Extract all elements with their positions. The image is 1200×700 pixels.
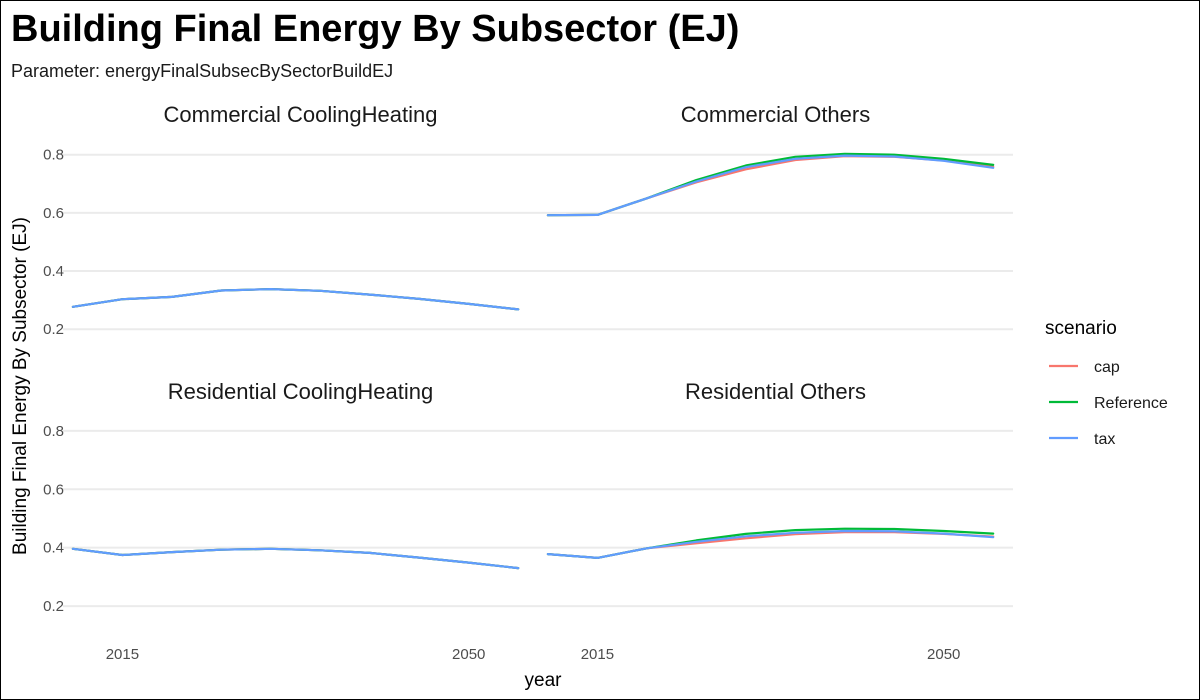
y-tick-label: 0.4 xyxy=(43,540,64,557)
series-line-tax-residential-coolingheating xyxy=(71,547,520,570)
y-tick-label: 0.6 xyxy=(43,481,64,498)
x-axis-title: year xyxy=(525,670,563,691)
series-line-tax-residential-others xyxy=(546,529,995,560)
x-tick-label: 2050 xyxy=(927,646,960,663)
chart-subtitle: Parameter: energyFinalSubsecBySectorBuil… xyxy=(11,61,394,81)
y-tick-label: 0.6 xyxy=(43,205,64,222)
facet-title-residential-others: Residential Others xyxy=(685,379,866,404)
legend-label-reference: Reference xyxy=(1094,395,1168,412)
series-line-tax-commercial-others xyxy=(546,154,995,217)
y-axis-title: Building Final Energy By Subsector (EJ) xyxy=(10,217,31,555)
facet-title-commercial-coolingheating: Commercial CoolingHeating xyxy=(164,102,438,127)
legend-label-cap: cap xyxy=(1094,359,1120,376)
facet-title-commercial-others: Commercial Others xyxy=(681,102,870,127)
facet-title-residential-coolingheating: Residential CoolingHeating xyxy=(168,379,433,404)
y-tick-label: 0.4 xyxy=(43,263,64,280)
x-tick-label: 2050 xyxy=(452,646,485,663)
series-line-cap-commercial-others xyxy=(546,155,995,217)
series-line-cap-residential-coolingheating xyxy=(71,547,520,570)
y-tick-label: 0.8 xyxy=(43,147,64,164)
y-tick-label: 0.8 xyxy=(43,423,64,440)
chart-title: Building Final Energy By Subsector (EJ) xyxy=(11,8,740,50)
series-line-tax-commercial-coolingheating xyxy=(71,288,520,311)
legend-label-tax: tax xyxy=(1094,431,1115,448)
legend-title: scenario xyxy=(1045,318,1117,339)
x-tick-label: 2015 xyxy=(581,646,614,663)
x-tick-label: 2015 xyxy=(106,646,139,663)
series-line-reference-residential-coolingheating xyxy=(71,547,520,570)
y-tick-label: 0.2 xyxy=(43,598,64,615)
y-tick-label: 0.2 xyxy=(43,321,64,338)
